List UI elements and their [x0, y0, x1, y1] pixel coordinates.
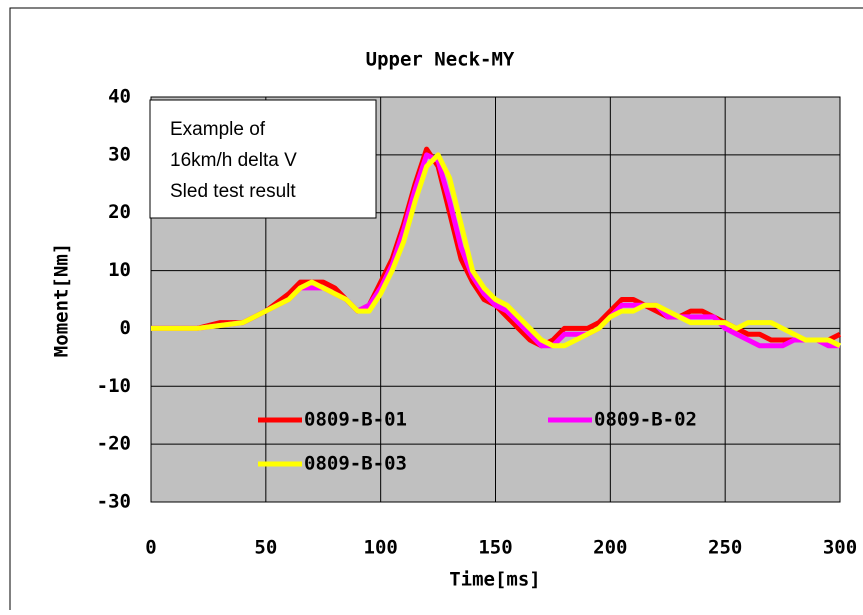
annotation-text: Example of [170, 119, 266, 140]
y-tick-label: 30 [108, 143, 131, 165]
y-tick-label: 40 [108, 86, 131, 108]
y-tick-label: -20 [97, 433, 131, 455]
y-tick-label: 0 [120, 317, 131, 339]
x-tick-label: 300 [823, 537, 857, 559]
chart-title: Upper Neck-MY [366, 49, 515, 71]
legend-label: 0809-B-02 [594, 409, 697, 431]
legend-label: 0809-B-01 [304, 409, 407, 431]
x-tick-label: 150 [478, 537, 512, 559]
series-line [151, 152, 842, 349]
legend-label: 0809-B-03 [304, 453, 407, 475]
x-tick-label: 50 [254, 537, 277, 559]
x-tick-label: 200 [593, 537, 627, 559]
y-tick-label: -10 [97, 375, 131, 397]
y-tick-label: -30 [97, 491, 131, 513]
y-tick-label: 10 [108, 259, 131, 281]
x-axis-label: Time[ms] [449, 569, 541, 591]
x-tick-label: 250 [708, 537, 742, 559]
x-tick-label: 0 [145, 537, 156, 559]
annotation-box [149, 99, 377, 219]
y-tick-label: 20 [108, 201, 131, 223]
x-tick-label: 100 [364, 537, 398, 559]
annotation-text: Sled test result [170, 181, 296, 202]
y-axis-label: Moment[Nm] [51, 243, 73, 357]
annotation-text: 16km/h delta V [170, 150, 297, 171]
